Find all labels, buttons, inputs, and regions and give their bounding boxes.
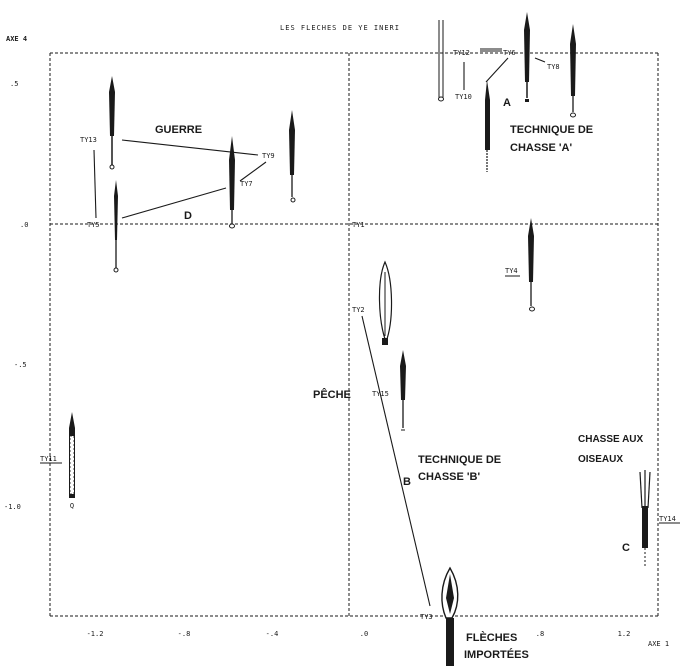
x-tick-label: .0 xyxy=(360,630,368,638)
x-axis-name: AXE 1 xyxy=(648,640,669,648)
x-tick-label: -1.2 xyxy=(87,630,104,638)
arrow-drawing-ty10 xyxy=(485,80,490,172)
group-label-guerre: GUERRE xyxy=(155,124,202,136)
group-label-peche: PÊCHE xyxy=(313,388,351,401)
arrow-drawing-ty2 xyxy=(378,260,393,345)
point-label-ty10: TY10 xyxy=(455,93,472,101)
group-label-oiseaux: CHASSE AUX xyxy=(578,434,644,445)
x-tick-label: 1.2 xyxy=(618,630,631,638)
connector-lines xyxy=(93,48,546,607)
y-tick-label: .5 xyxy=(10,80,18,88)
point-label-ty9: TY9 xyxy=(262,152,275,160)
plot-title: LES FLECHES DE YE INERI xyxy=(280,24,400,32)
x-tick-label: .8 xyxy=(536,630,544,638)
plot-frame xyxy=(49,52,659,617)
x-tick-label: -.4 xyxy=(266,630,279,638)
point-label-ty7: TY7 xyxy=(240,180,253,188)
arrow-drawing-ty9 xyxy=(289,110,296,203)
arrow-drawing-ty7 xyxy=(229,136,235,229)
point-label-ty14: TY14 xyxy=(659,515,676,523)
group-letter-b: B xyxy=(403,476,411,488)
point-label-ty4: TY4 xyxy=(505,267,518,275)
y-tick-label: -.5 xyxy=(14,361,27,369)
y-axis-name: AXE 4 xyxy=(6,35,27,43)
arrow-drawing-ty8 xyxy=(570,24,576,118)
group-label-technique-a: TECHNIQUE DE xyxy=(510,124,593,136)
arrow-drawing-ty15 xyxy=(400,350,406,431)
group-label-oiseaux: OISEAUX xyxy=(578,454,623,465)
group-label-technique-b: CHASSE 'B' xyxy=(418,471,480,483)
point-label-ty11: TY11 xyxy=(40,455,57,463)
point-label-ty1: TY1 xyxy=(352,221,365,229)
point-label-ty5: TY5 xyxy=(87,221,100,229)
point-label-ty13: TY13 xyxy=(80,136,97,144)
group-letter-a: A xyxy=(503,97,511,109)
point-label-ty2: TY2 xyxy=(352,306,365,314)
arrow-drawing-ty3 xyxy=(441,566,459,666)
arrow-drawing-ty5 xyxy=(113,180,119,273)
group-label-importees: FLÈCHES xyxy=(466,631,517,644)
point-label-ty3: TY3 xyxy=(420,613,433,621)
group-letter-d: D xyxy=(184,210,192,222)
arrow-drawing-ty14 xyxy=(639,470,651,566)
point-label-ty12: TY12 xyxy=(453,49,470,57)
x-tick-label: -.8 xyxy=(178,630,191,638)
svg-text:Q: Q xyxy=(70,502,74,510)
y-tick-label: .0 xyxy=(20,221,28,229)
y-tick-label: -1.0 xyxy=(4,503,21,511)
point-label-ty15: TY15 xyxy=(372,390,389,398)
arrow-drawing-ty11: Q xyxy=(69,412,75,510)
point-label-ty6: TY6 xyxy=(503,49,516,57)
group-label-technique-b: TECHNIQUE DE xyxy=(418,454,501,466)
group-label-technique-a: CHASSE 'A' xyxy=(510,142,572,154)
group-letter-c: C xyxy=(622,542,630,554)
arrow-drawing-ty12 xyxy=(438,20,444,102)
group-label-importees: IMPORTÉES xyxy=(464,648,529,661)
arrow-drawing-ty13 xyxy=(109,76,115,170)
arrow-drawing-ty4 xyxy=(528,218,535,312)
point-label-ty8: TY8 xyxy=(547,63,560,71)
arrow-drawing-ty6 xyxy=(524,12,530,102)
